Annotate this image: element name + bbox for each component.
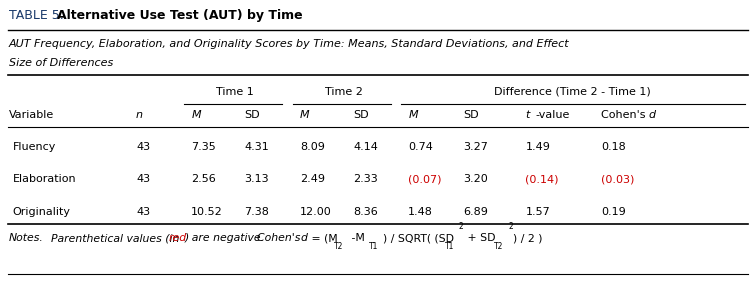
Text: T1: T1: [369, 242, 378, 251]
Text: 8.09: 8.09: [300, 142, 325, 152]
Text: Difference (Time 2 - Time 1): Difference (Time 2 - Time 1): [494, 87, 651, 97]
Text: -value: -value: [535, 110, 569, 120]
Text: 43: 43: [136, 207, 150, 217]
Text: M: M: [300, 110, 310, 120]
Text: d: d: [649, 110, 655, 120]
Text: 1.48: 1.48: [408, 207, 433, 217]
Text: Size of Differences: Size of Differences: [9, 58, 113, 68]
Text: Fluency: Fluency: [13, 142, 56, 152]
Text: ) / 2 ): ) / 2 ): [513, 233, 543, 243]
Text: 4.31: 4.31: [244, 142, 269, 152]
Text: Notes.: Notes.: [9, 233, 44, 243]
Text: T2: T2: [494, 242, 503, 251]
Text: Alternative Use Test (AUT) by Time: Alternative Use Test (AUT) by Time: [57, 9, 302, 22]
Text: 2: 2: [459, 222, 463, 231]
Text: SD: SD: [244, 110, 260, 120]
Text: Originality: Originality: [13, 207, 71, 217]
Text: M: M: [408, 110, 418, 120]
Text: (0.14): (0.14): [525, 174, 559, 184]
Text: ) are negative.: ) are negative.: [184, 233, 265, 243]
Text: 4.14: 4.14: [353, 142, 378, 152]
Text: 2.56: 2.56: [191, 174, 216, 184]
Text: (0.03): (0.03): [601, 174, 634, 184]
Text: 2: 2: [508, 222, 513, 231]
Text: 7.35: 7.35: [191, 142, 216, 152]
Text: Elaboration: Elaboration: [13, 174, 76, 184]
Text: 2.49: 2.49: [300, 174, 325, 184]
Text: 7.38: 7.38: [244, 207, 269, 217]
Text: ) / SQRT( (SD: ) / SQRT( (SD: [383, 233, 454, 243]
Text: d: d: [301, 233, 308, 243]
Text: Time 1: Time 1: [216, 87, 253, 97]
Text: Variable: Variable: [9, 110, 54, 120]
Text: 0.19: 0.19: [601, 207, 626, 217]
Text: 12.00: 12.00: [300, 207, 332, 217]
Text: (0.07): (0.07): [408, 174, 442, 184]
Text: T2: T2: [334, 242, 343, 251]
Text: 3.13: 3.13: [244, 174, 269, 184]
Text: Time 2: Time 2: [324, 87, 363, 97]
Text: 1.57: 1.57: [525, 207, 550, 217]
Text: = (M: = (M: [308, 233, 337, 243]
Text: TABLE 5.: TABLE 5.: [9, 9, 64, 22]
Text: Cohen's: Cohen's: [257, 233, 304, 243]
Text: SD: SD: [353, 110, 369, 120]
Text: AUT Frequency, Elaboration, and Originality Scores by Time: Means, Standard Devi: AUT Frequency, Elaboration, and Original…: [9, 39, 570, 49]
Text: 3.27: 3.27: [463, 142, 488, 152]
Text: -M: -M: [348, 233, 364, 243]
Text: 43: 43: [136, 174, 150, 184]
Text: 0.74: 0.74: [408, 142, 433, 152]
Text: 1.49: 1.49: [525, 142, 550, 152]
Text: 10.52: 10.52: [191, 207, 223, 217]
Text: 6.89: 6.89: [463, 207, 488, 217]
Text: T1: T1: [445, 242, 454, 251]
Text: red: red: [169, 233, 187, 243]
Text: M: M: [191, 110, 201, 120]
Text: Cohen's: Cohen's: [601, 110, 649, 120]
Text: 43: 43: [136, 142, 150, 152]
Text: t: t: [525, 110, 530, 120]
Text: 8.36: 8.36: [353, 207, 378, 217]
Text: n: n: [136, 110, 143, 120]
Text: 2.33: 2.33: [353, 174, 378, 184]
Text: SD: SD: [463, 110, 479, 120]
Text: 0.18: 0.18: [601, 142, 626, 152]
Text: 3.20: 3.20: [463, 174, 488, 184]
Text: + SD: + SD: [464, 233, 496, 243]
Text: Parenthetical values (in: Parenthetical values (in: [44, 233, 183, 243]
